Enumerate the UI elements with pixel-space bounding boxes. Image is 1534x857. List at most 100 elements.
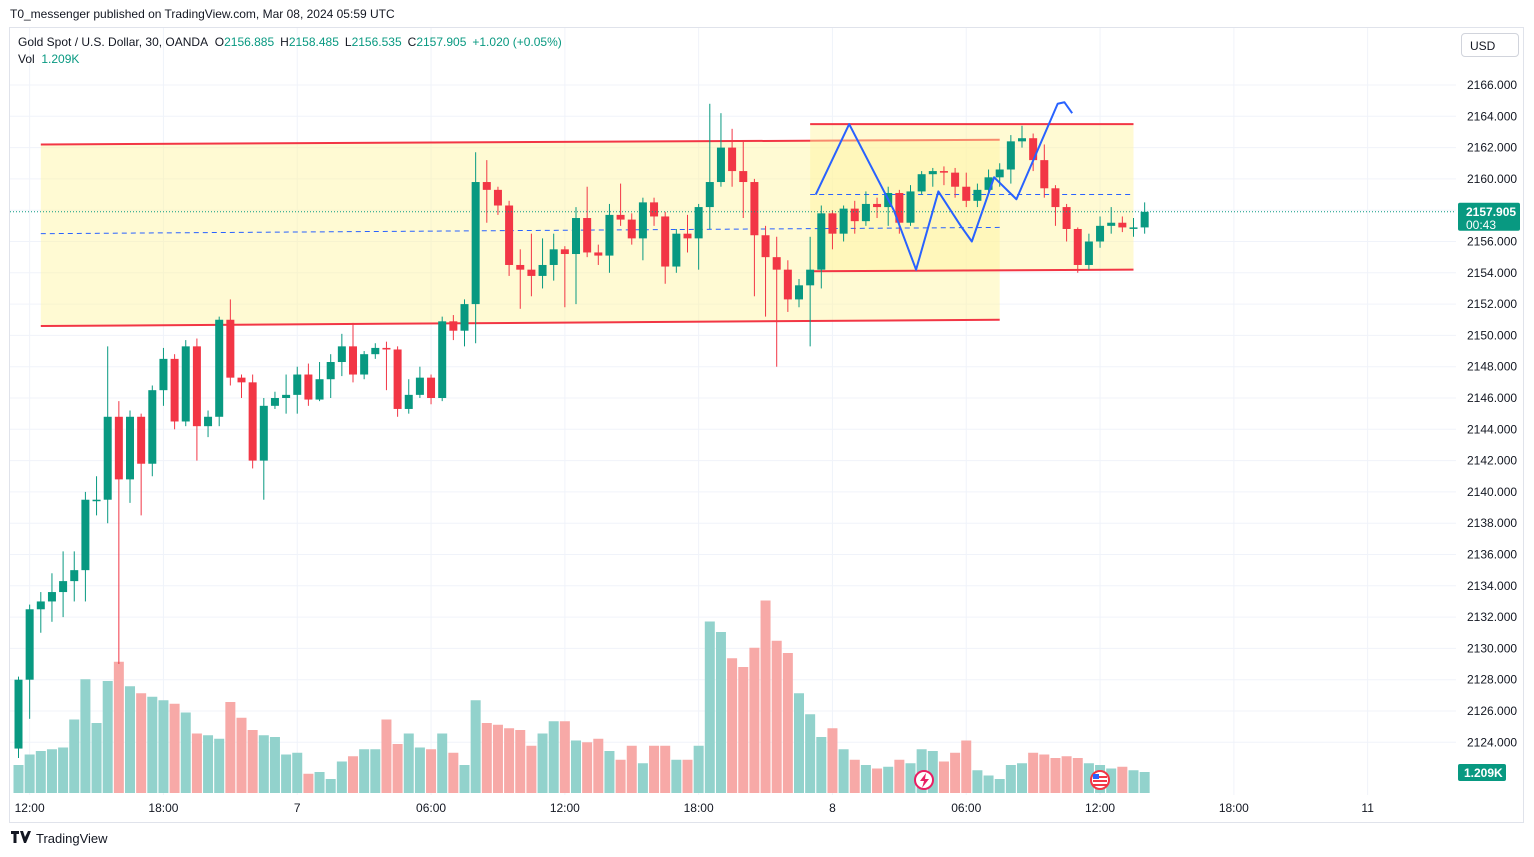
volume-bar (481, 723, 492, 793)
candle-body (583, 218, 592, 253)
volume-bar (727, 658, 738, 793)
candle-body (148, 390, 157, 464)
volume-bar (994, 779, 1005, 793)
candle-body (772, 257, 781, 270)
zones (40, 123, 1134, 328)
candle-body (627, 219, 636, 239)
volume-bar (470, 700, 481, 793)
volume-bar (571, 740, 581, 793)
volume-bar (749, 647, 760, 793)
candle-body (728, 147, 737, 172)
currency-button[interactable]: USD (1461, 33, 1519, 57)
candle-body (1051, 188, 1060, 208)
footer-brand[interactable]: TradingView (11, 831, 108, 846)
volume-value: 1.209K (41, 52, 80, 66)
close-label: C (407, 35, 417, 49)
symbol-title[interactable]: Gold Spot / U.S. Dollar, 30, OANDA (18, 35, 209, 49)
volume-bar (147, 696, 158, 793)
volume-label: Vol (18, 52, 35, 66)
candle-body (516, 264, 525, 270)
high-label: H (280, 35, 289, 49)
candle-body (560, 249, 569, 255)
volume-bar (58, 747, 69, 793)
price-tick-label: 2140.000 (1467, 485, 1517, 499)
candle-body (505, 205, 514, 265)
candle-body (1073, 228, 1082, 265)
open-label: O (214, 35, 225, 49)
candle-body (482, 182, 491, 190)
price-tick-label: 2146.000 (1467, 391, 1517, 405)
candle-body (393, 349, 402, 409)
candle-body (1118, 222, 1127, 228)
candle-body (415, 377, 424, 395)
time-tick-label: 12:00 (550, 801, 580, 815)
candle-body (1040, 160, 1049, 189)
low-label: L (344, 35, 352, 49)
price-tick-label: 2150.000 (1467, 328, 1517, 342)
volume-bar (1083, 763, 1094, 793)
candle-body (114, 416, 123, 480)
candle-body (1129, 227, 1138, 229)
time-tick-label: 12:00 (15, 801, 45, 815)
candle-body (170, 358, 179, 422)
candle-body (906, 191, 915, 223)
volume-bar (191, 733, 202, 793)
candle-body (817, 213, 826, 270)
price-tick-label: 2144.000 (1467, 422, 1517, 436)
volume-bar (582, 742, 593, 793)
candle-body (750, 182, 759, 236)
range-zone-large-bottom-line (40, 318, 1000, 328)
candle-body (605, 214, 614, 256)
candle-body (360, 354, 369, 375)
volume-bar (794, 693, 804, 793)
projection-path (814, 101, 1073, 271)
tradingview-logo-icon (11, 831, 31, 846)
candle-body (304, 374, 313, 400)
volume-bar (158, 700, 169, 793)
volume-bar (927, 751, 938, 793)
volume-bar (872, 768, 883, 793)
volume-bar (459, 765, 470, 793)
candle-body (371, 347, 380, 355)
volume-bar (715, 632, 726, 793)
volume-bar (950, 752, 961, 793)
volume-bar (303, 773, 314, 793)
volume-bar (782, 653, 793, 793)
volume-bar (247, 730, 258, 793)
volume-bar (136, 693, 147, 793)
volume-bar (604, 751, 615, 793)
candle-body (795, 285, 803, 300)
time-tick-label: 18:00 (148, 801, 178, 815)
volume-bar (214, 738, 225, 793)
candle-body (181, 346, 190, 422)
price-tick-label: 2154.000 (1467, 266, 1517, 280)
candle-body (215, 319, 224, 417)
candle-body (282, 394, 291, 398)
price-tick-label: 2160.000 (1467, 172, 1517, 186)
candle-body (204, 416, 213, 427)
volume-bar (448, 752, 459, 793)
volume-bar (593, 738, 604, 793)
price-tick-label: 2134.000 (1467, 579, 1517, 593)
volume-bar (894, 759, 905, 793)
candle-body (672, 233, 681, 267)
price-tick-label: 2162.000 (1467, 141, 1517, 155)
volume-bar (336, 761, 347, 793)
us-flag-event-icon (1090, 770, 1110, 790)
volume-bar (559, 721, 570, 793)
price-tick-label: 2164.000 (1467, 109, 1517, 123)
volume-bar (704, 621, 715, 793)
range-zone-large-top-line (40, 138, 1000, 146)
volume-bar (1039, 754, 1050, 793)
price-tick-label: 2136.000 (1467, 548, 1517, 562)
candle-body (47, 592, 56, 602)
candle-body (36, 601, 45, 610)
volume-bar (1139, 772, 1150, 793)
candle-body (92, 499, 101, 502)
candle-body (939, 171, 948, 173)
volume-bar (1106, 768, 1117, 793)
volume-bar (649, 745, 660, 793)
candle-body (460, 304, 469, 331)
volume-bar (236, 717, 247, 793)
